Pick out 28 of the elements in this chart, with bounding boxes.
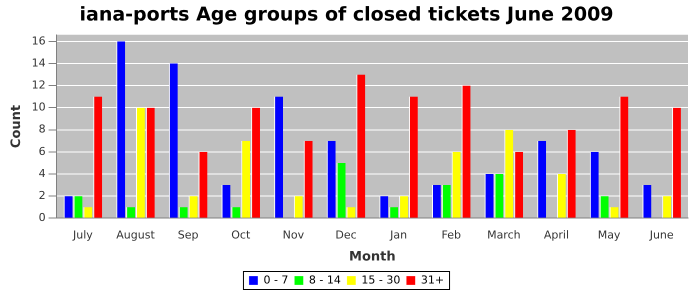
x-tick-label: Sep [178,228,199,242]
y-axis-title: Count [9,104,24,148]
x-tick-label: August [116,228,156,242]
y-tick-label: 16 [32,34,46,48]
x-tick-label: June [648,228,674,242]
legend-label: 8 - 14 [308,273,341,286]
x-tick-label: Dec [335,228,357,242]
legend-label: 15 - 30 [361,273,400,286]
x-tick-label: Jan [389,228,408,242]
x-tick-label: May [598,228,621,242]
legend-label: 0 - 7 [263,273,288,286]
x-tick-label: March [487,228,521,242]
legend-label: 31+ [420,273,444,286]
y-tick-label: 14 [32,56,46,70]
x-tick-label: April [544,228,570,242]
y-tick-label: 0 [38,211,46,224]
y-tick-label: 12 [32,78,46,92]
x-tick-label: Oct [231,228,251,242]
y-tick-label: 10 [32,100,46,114]
y-tick-label: 4 [38,166,46,180]
y-tick-label: 2 [38,188,46,202]
x-tick-label: Nov [282,228,305,242]
y-tick-label: 6 [38,144,46,158]
x-tick-label: July [72,228,94,242]
y-tick-label: 8 [38,122,46,136]
x-axis-title: Month [349,250,396,265]
x-tick-label: Feb [441,228,461,242]
chart-title: iana-ports Age groups of closed tickets June 2009 [79,3,614,26]
